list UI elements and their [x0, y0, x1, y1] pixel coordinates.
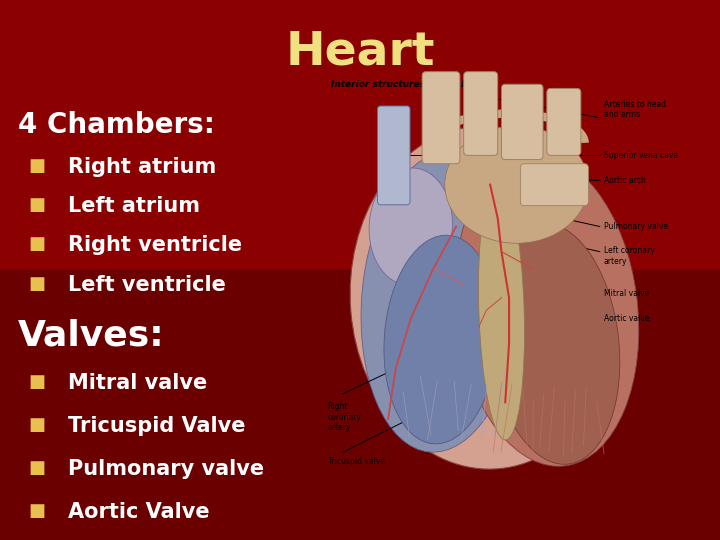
Ellipse shape — [445, 126, 588, 243]
Text: Interior structures of the heart: Interior structures of the heart — [331, 80, 489, 89]
Ellipse shape — [455, 154, 639, 466]
Text: Pulmonary valve: Pulmonary valve — [603, 222, 667, 231]
Text: 4 Chambers:: 4 Chambers: — [18, 111, 215, 139]
Text: Aortic vałve: Aortic vałve — [603, 314, 649, 323]
FancyBboxPatch shape — [422, 72, 460, 164]
Text: Superior vena cava: Superior vena cava — [603, 151, 678, 160]
Text: Left ventricle: Left ventricle — [68, 275, 226, 295]
Text: ■: ■ — [29, 373, 46, 390]
Text: Left coronary
artery: Left coronary artery — [603, 246, 654, 266]
Text: ■: ■ — [29, 416, 46, 434]
Bar — [0, 270, 720, 540]
Text: Tricuspid valve: Tricuspid valve — [328, 457, 384, 465]
Text: Right
coronary
artery: Right coronary artery — [328, 402, 361, 432]
Text: Left atrium: Left atrium — [68, 196, 200, 216]
FancyBboxPatch shape — [547, 89, 581, 156]
Text: ■: ■ — [29, 157, 46, 174]
Text: ■: ■ — [29, 235, 46, 253]
Text: Pulmonary valve: Pulmonary valve — [68, 459, 264, 479]
Text: Right atrium: Right atrium — [68, 157, 217, 177]
Ellipse shape — [479, 180, 524, 440]
Text: Valves:: Valves: — [18, 319, 165, 353]
Text: ■: ■ — [29, 196, 46, 214]
FancyBboxPatch shape — [377, 106, 410, 205]
Text: Mitral valve: Mitral valve — [68, 373, 207, 393]
Text: Aortic Valve: Aortic Valve — [68, 502, 210, 522]
Ellipse shape — [489, 223, 620, 464]
Text: ■: ■ — [29, 502, 46, 520]
Ellipse shape — [369, 168, 452, 285]
Ellipse shape — [384, 235, 498, 444]
Ellipse shape — [350, 126, 623, 469]
Bar — [0, 0, 720, 270]
Text: ■: ■ — [29, 275, 46, 293]
FancyBboxPatch shape — [521, 164, 588, 206]
Text: Arteries to head
and arms: Arteries to head and arms — [603, 100, 665, 119]
Ellipse shape — [361, 152, 521, 452]
Text: ■: ■ — [29, 459, 46, 477]
Text: Tricuspid Valve: Tricuspid Valve — [68, 416, 246, 436]
Text: Heart: Heart — [285, 30, 435, 75]
Text: Mitral valve: Mitral valve — [603, 289, 649, 298]
Text: Aortic arch: Aortic arch — [603, 176, 645, 185]
Text: Right ventricle: Right ventricle — [68, 235, 243, 255]
FancyBboxPatch shape — [464, 72, 498, 156]
FancyBboxPatch shape — [501, 84, 543, 159]
